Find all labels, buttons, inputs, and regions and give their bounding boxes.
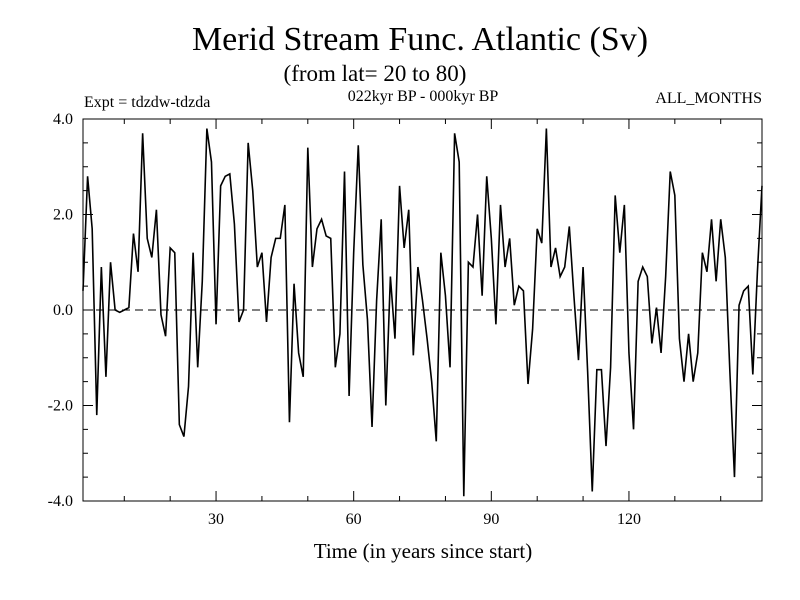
y-tick-label: 2.0 [53, 207, 73, 224]
period-label: 022kyr BP - 000kyr BP [348, 88, 499, 105]
chart-title: Merid Stream Func. Atlantic (Sv) [192, 21, 648, 58]
tick-labels-layer: 30 60 90 120 -4.0 -2.0 0.0 2.0 4.0 [48, 111, 641, 528]
y-tick-label: -4.0 [48, 493, 73, 510]
series-line-0 [82, 128, 763, 497]
experiment-label: Expt = tdzdw-tdzda [84, 94, 210, 111]
x-tick-label: 90 [483, 511, 499, 528]
y-tick-label: 4.0 [53, 111, 73, 128]
chart-subtitle: (from lat= 20 to 80) [284, 61, 467, 86]
x-tick-label: 120 [617, 511, 641, 528]
x-tick-label: 60 [346, 511, 362, 528]
plot-frame [82, 118, 763, 502]
series-layer [82, 128, 763, 497]
y-tick-label: 0.0 [53, 302, 73, 319]
x-axis-label: Time (in years since start) [314, 539, 533, 563]
months-label: ALL_MONTHS [655, 90, 762, 107]
x-tick-label: 30 [208, 511, 224, 528]
y-tick-label: -2.0 [48, 398, 73, 415]
